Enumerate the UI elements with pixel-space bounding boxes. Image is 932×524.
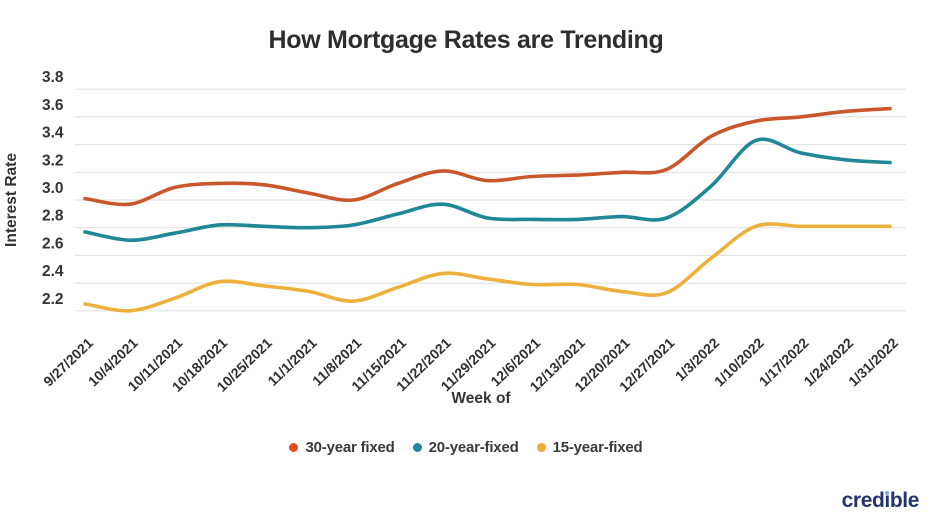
legend-item-20-year-fixed: 20-year-fixed — [412, 439, 519, 456]
legend-dot — [412, 443, 422, 452]
series-line-15-year-fixed — [83, 222, 892, 313]
series-lines — [83, 106, 892, 313]
legend-label: 20-year-fixed — [428, 439, 519, 456]
y-axis-tick-labels: 3.8 3.6 3.4 3.2 3.0 2.8 2.6 2.4 2.2 — [42, 69, 64, 308]
x-axis-title: Week of — [451, 390, 511, 407]
y-tick-label: 2.4 — [42, 263, 64, 280]
y-tick-label: 3.6 — [42, 97, 64, 114]
y-tick-label: 3.2 — [42, 152, 64, 169]
y-tick-label: 3.4 — [42, 125, 64, 142]
y-tick-label: 2.2 — [42, 291, 64, 308]
legend-item-30-year-fixed: 30-year fixed — [289, 439, 395, 456]
legend-dot — [536, 443, 546, 452]
credible-logo: credıble — [841, 489, 920, 512]
legend-item-15-year-fixed: 15-year-fixed — [536, 439, 643, 456]
series-line-30-year-fixed — [83, 106, 892, 207]
y-axis-title: Interest Rate — [3, 153, 20, 247]
x-tick-label: 1/31/2022 — [845, 335, 901, 390]
legend-label: 15-year-fixed — [552, 439, 643, 456]
y-tick-label: 2.6 — [42, 235, 64, 252]
legend-dot — [289, 443, 299, 452]
y-tick-label: 2.8 — [42, 208, 64, 225]
chart-title: How Mortgage Rates are Trending — [268, 26, 664, 54]
mortgage-rates-line-chart: 3.8 3.6 3.4 3.2 3.0 2.8 2.6 2.4 2.2 9/27/202110/… — [3, 69, 906, 407]
logo-i-dot: ı — [884, 489, 890, 512]
chart-legend: 30-year fixed 20-year-fixed 15-year-fixed — [0, 439, 932, 456]
y-tick-label: 3.8 — [42, 69, 64, 86]
series-line-20-year-fixed — [83, 137, 892, 243]
y-tick-label: 3.0 — [42, 180, 64, 197]
legend-label: 30-year fixed — [305, 439, 395, 456]
x-axis-tick-labels: 9/27/202110/4/202110/11/202110/18/202110… — [40, 335, 901, 395]
